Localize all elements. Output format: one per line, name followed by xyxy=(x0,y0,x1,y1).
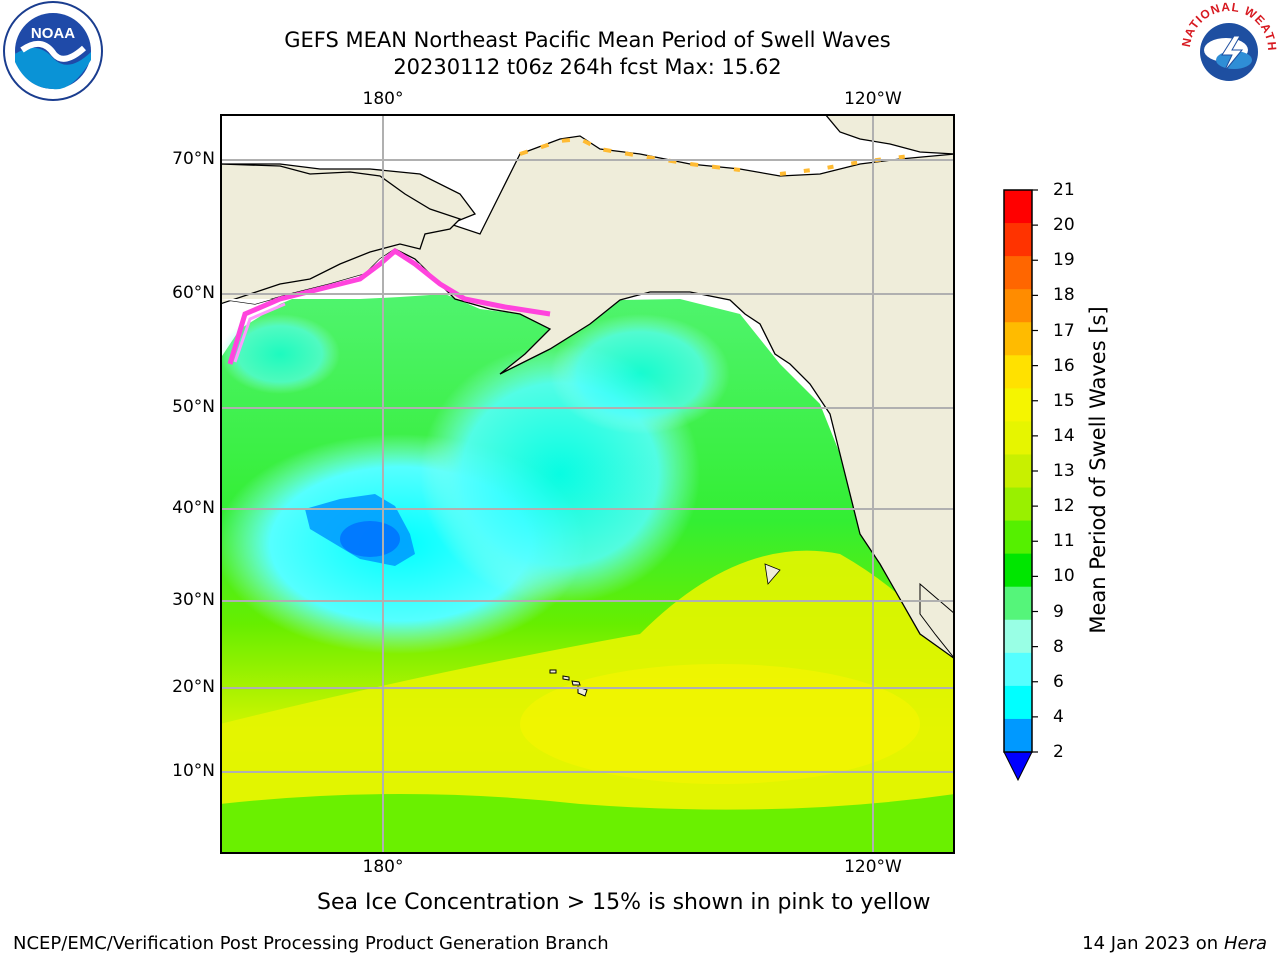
chart-title: GEFS MEAN Northeast Pacific Mean Period … xyxy=(284,28,891,52)
noaa-logo: NOAA xyxy=(3,1,103,101)
colorbar-segment xyxy=(1004,619,1032,654)
colorbar-tick-label: 12 xyxy=(1053,496,1075,517)
lon-label-top-120w: 120°W xyxy=(844,89,902,109)
colorbar-segment xyxy=(1004,454,1032,489)
credit-date: 14 Jan 2023 on xyxy=(1082,933,1224,954)
colorbar-segment xyxy=(1004,487,1032,522)
colorbar-segment xyxy=(1004,718,1032,753)
colorbar-tick-label: 6 xyxy=(1053,671,1064,692)
colorbar-tick-label: 18 xyxy=(1053,285,1075,306)
colorbar-tick-label: 21 xyxy=(1053,180,1075,200)
colorbar-tick-label: 15 xyxy=(1053,390,1075,411)
colorbar-segment xyxy=(1004,355,1032,389)
colorbar-segment xyxy=(1004,256,1032,290)
lat-label-20n: 20°N xyxy=(172,677,215,697)
lat-label-30n: 30°N xyxy=(172,590,215,610)
colorbar-segment xyxy=(1004,586,1032,621)
credit-right: 14 Jan 2023 on Hera xyxy=(1082,933,1267,954)
land-siberia xyxy=(220,163,462,305)
colorbar-tick-label: 9 xyxy=(1053,601,1064,622)
colorbar-tick-label: 20 xyxy=(1053,215,1075,236)
colorbar-tick-label: 19 xyxy=(1053,250,1075,271)
colorbar-segment xyxy=(1004,553,1032,588)
sea-ice-edge xyxy=(227,247,551,365)
colorbar-segment xyxy=(1004,289,1032,323)
colorbar-segment xyxy=(1004,223,1032,257)
hawaii-islands xyxy=(549,669,588,697)
ocean-green-band xyxy=(220,794,955,854)
credit-left: NCEP/EMC/Verification Post Processing Pr… xyxy=(13,933,609,954)
chart-subtitle: 20230112 t06z 264h fcst Max: 15.62 xyxy=(393,55,782,79)
colorbar-tick-label: 11 xyxy=(1053,531,1075,552)
colorbar-tick-label: 2 xyxy=(1053,742,1064,762)
colorbar-tick-label: 13 xyxy=(1053,461,1075,481)
credit-host: Hera xyxy=(1223,933,1267,954)
colorbar-tick-label: 17 xyxy=(1053,320,1075,341)
colorbar-segment xyxy=(1004,520,1032,555)
colorbar-tick-label: 10 xyxy=(1053,566,1075,587)
colorbar-segment xyxy=(1004,652,1032,687)
lat-label-60n: 60°N xyxy=(172,283,215,303)
lat-label-10n: 10°N xyxy=(172,761,215,781)
lon-label-bottom-180: 180° xyxy=(362,857,404,877)
lat-label-50n: 50°N xyxy=(172,397,215,417)
svg-text:NOAA: NOAA xyxy=(31,25,75,42)
lon-label-top-180: 180° xyxy=(362,89,404,109)
land-canada-arctic xyxy=(824,114,955,155)
colorbar xyxy=(1003,189,1038,782)
graticule xyxy=(220,114,955,854)
colorbar-tick-label: 8 xyxy=(1053,636,1064,657)
colorbar-label: Mean Period of Swell Waves [s] xyxy=(1086,306,1110,634)
colorbar-segment xyxy=(1004,322,1032,356)
lat-label-40n: 40°N xyxy=(172,498,215,518)
colorbar-tick-label: 14 xyxy=(1053,425,1075,446)
lon-label-bottom-120w: 120°W xyxy=(844,857,902,877)
colorbar-segment xyxy=(1004,421,1032,455)
colorbar-tick-label: 4 xyxy=(1053,706,1064,727)
swell-period-map xyxy=(220,114,955,854)
colorbar-segment xyxy=(1004,685,1032,720)
nws-logo: NATIONAL WEATHER SERVICE xyxy=(1178,0,1278,98)
colorbar-tick-label: 16 xyxy=(1053,355,1075,376)
lat-label-70n: 70°N xyxy=(172,149,215,169)
colorbar-extend-arrow xyxy=(1003,751,1033,782)
sea-ice-note: Sea Ice Concentration > 15% is shown in … xyxy=(317,890,931,915)
colorbar-segment xyxy=(1004,388,1032,422)
land-baja-mexico xyxy=(919,582,955,660)
colorbar-segment xyxy=(1004,190,1032,224)
